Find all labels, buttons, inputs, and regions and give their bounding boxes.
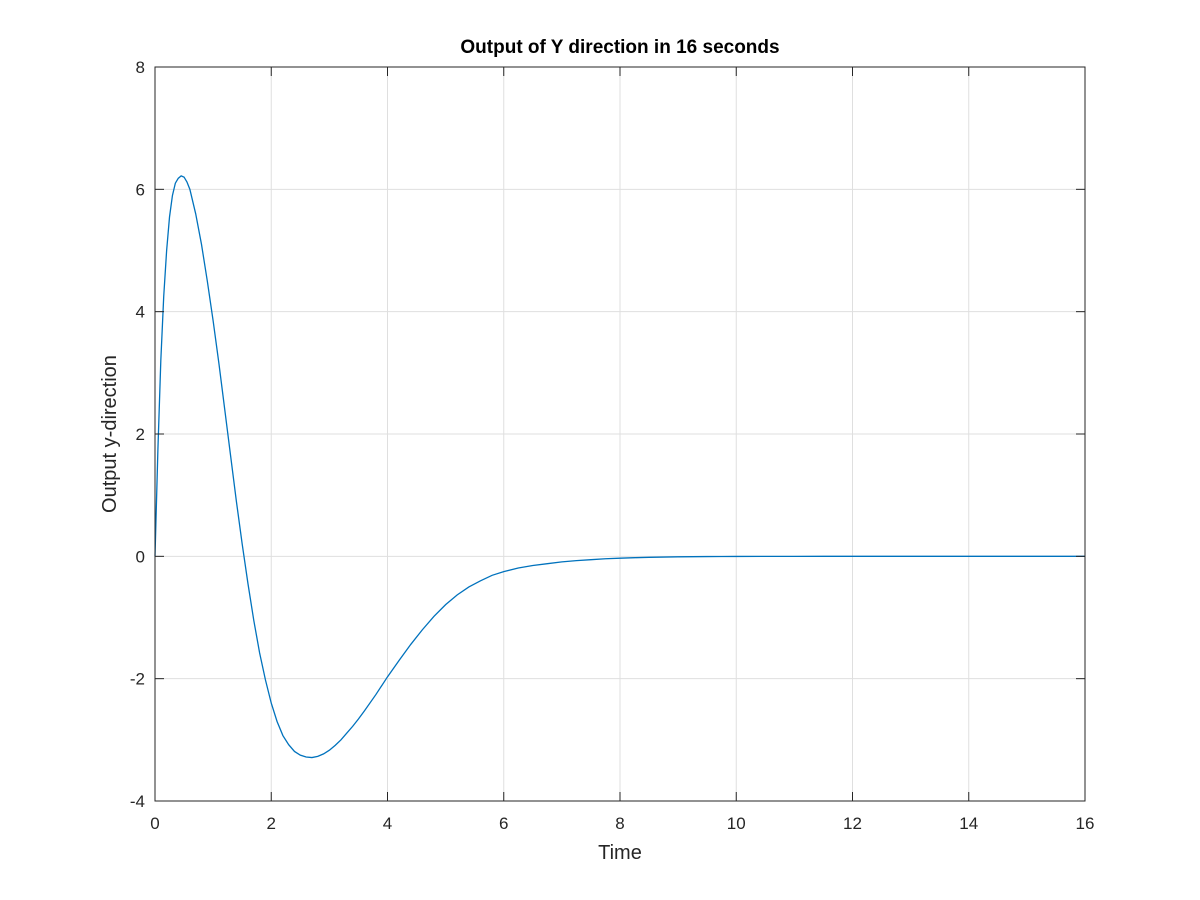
y-tick-label-3: 2: [136, 425, 145, 444]
y-tick-label-6: 8: [136, 58, 145, 77]
chart-title: Output of Y direction in 16 seconds: [460, 37, 779, 58]
y-tick-label-5: 6: [136, 180, 145, 199]
x-tick-label-8: 16: [1076, 814, 1095, 833]
x-tick-label-5: 10: [727, 814, 746, 833]
y-tick-label-1: -2: [130, 670, 145, 689]
x-tick-label-7: 14: [959, 814, 978, 833]
x-tick-label-2: 4: [383, 814, 392, 833]
y-tick-label-2: 0: [136, 547, 145, 566]
x-tick-label-3: 6: [499, 814, 508, 833]
y-axis-label: Output y-direction: [99, 355, 121, 513]
x-tick-label-4: 8: [615, 814, 624, 833]
y-tick-label-4: 4: [136, 303, 145, 322]
y-tick-label-0: -4: [130, 792, 145, 811]
y-axis-ticks: -4 -2 0 2 4 6 8: [130, 58, 1085, 811]
x-axis-ticks: 0 2 4 6 8 10 12 14 16: [150, 67, 1094, 833]
x-axis-label: Time: [598, 842, 642, 864]
series-line: [154, 175, 1085, 759]
x-tick-label-1: 2: [267, 814, 276, 833]
x-tick-label-6: 12: [843, 814, 862, 833]
x-tick-label-0: 0: [150, 814, 159, 833]
